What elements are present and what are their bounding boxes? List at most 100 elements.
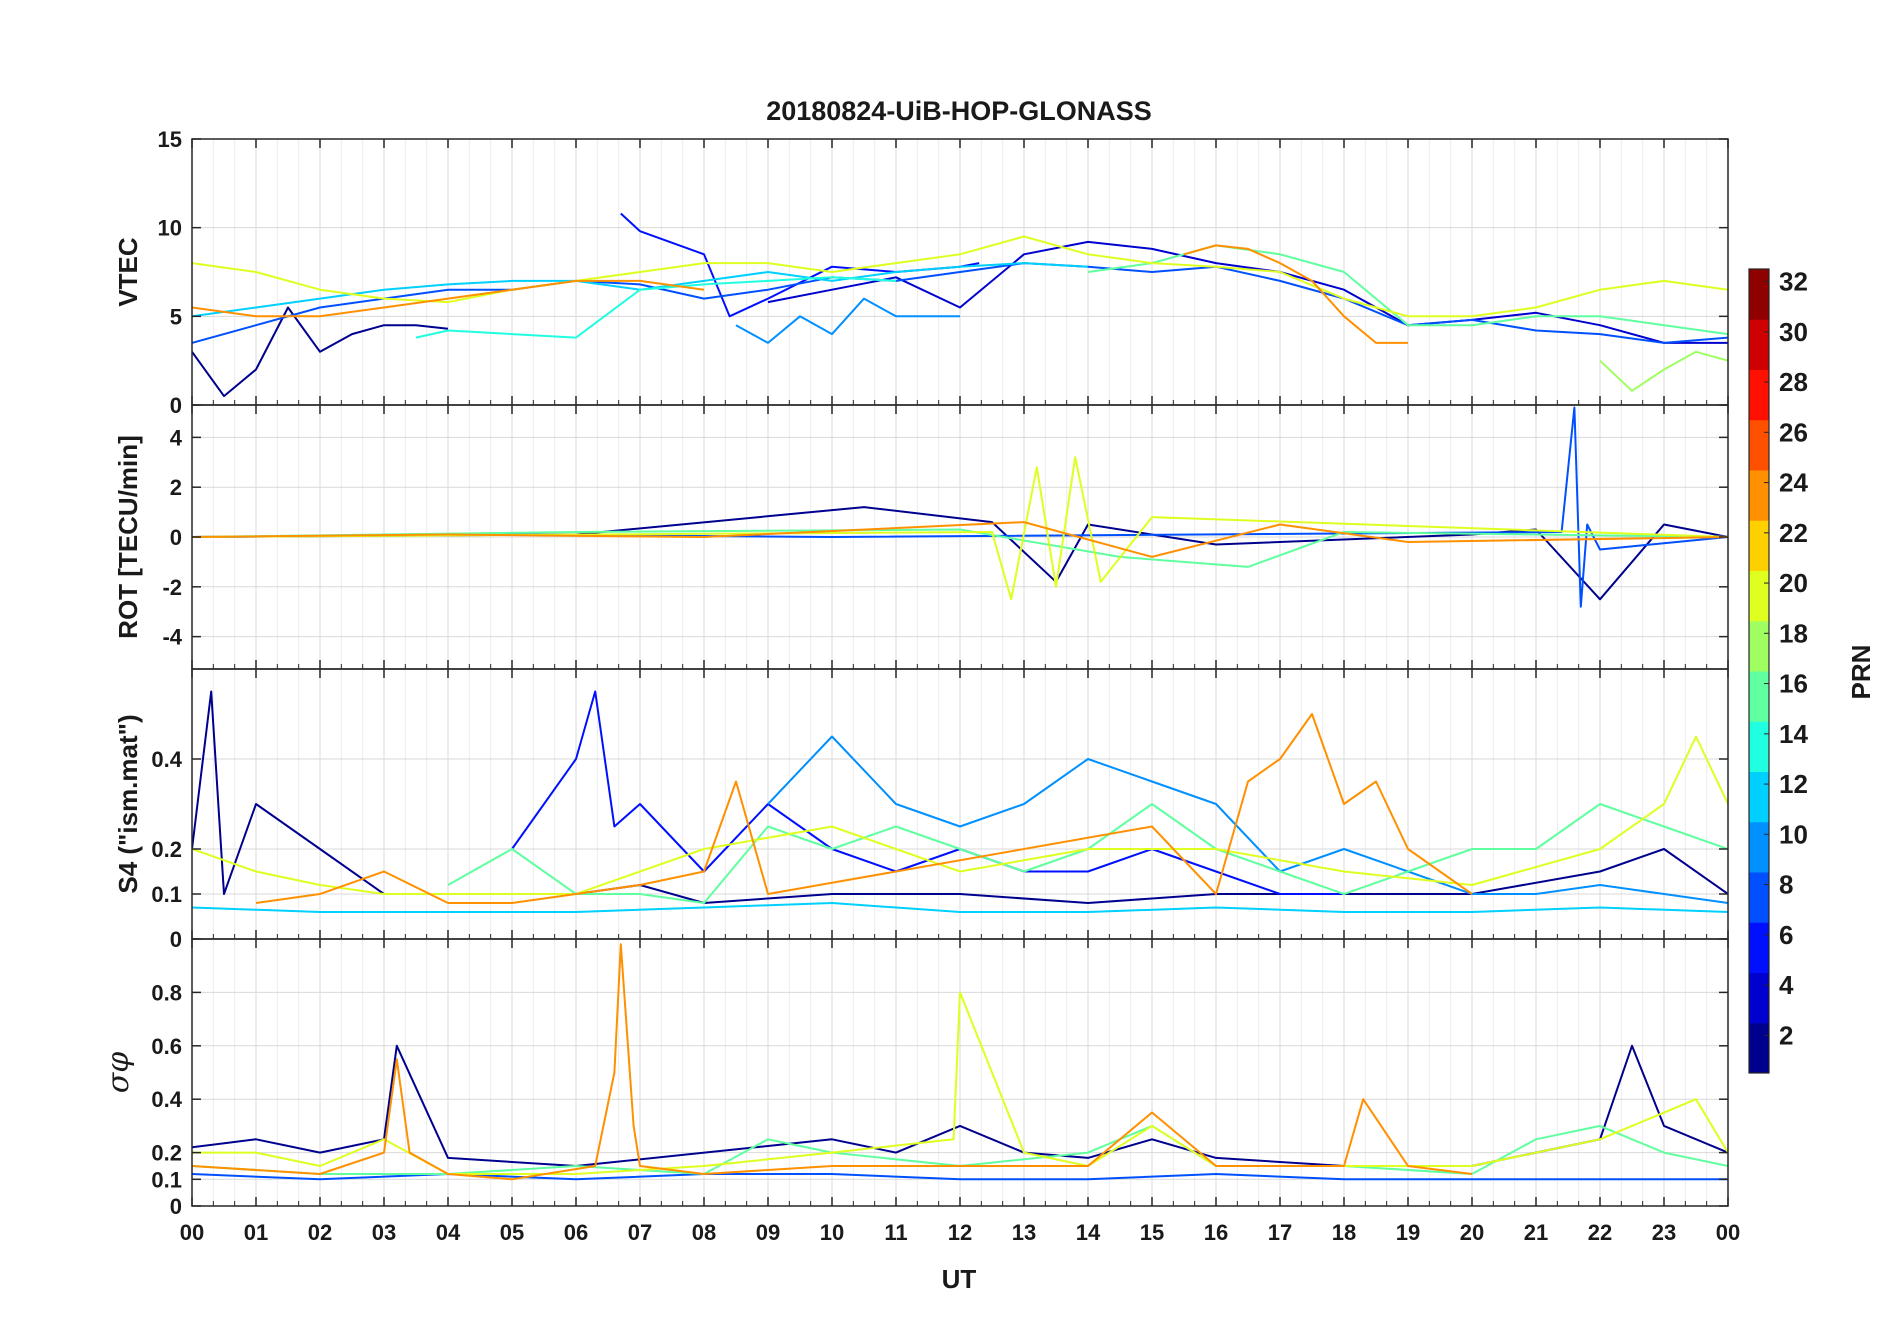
colorbar-segment bbox=[1749, 269, 1769, 320]
colorbar-tick-label: 16 bbox=[1779, 669, 1808, 699]
y-tick-label: 0 bbox=[170, 525, 182, 550]
x-tick-label: 13 bbox=[1012, 1220, 1036, 1245]
panel-4: 00.10.2 0.4 0.6 0.8 σφ 00 01 02 03 04 05 06 07 08 09 10… bbox=[101, 938, 1740, 1245]
y-tick-label: 0 bbox=[170, 393, 182, 418]
x-tick-label: 21 bbox=[1524, 1220, 1548, 1245]
series-prn-9 bbox=[767, 735, 1728, 904]
colorbar-segment bbox=[1749, 369, 1769, 421]
colorbar-segment bbox=[1749, 671, 1769, 722]
y-tick-label: 0 bbox=[170, 1194, 182, 1219]
y-tick-label: 15 bbox=[158, 127, 182, 152]
x-tick-label: 09 bbox=[756, 1220, 780, 1245]
colorbar-tick-label: 24 bbox=[1779, 468, 1808, 498]
series-prn-24 bbox=[192, 521, 1728, 558]
x-tick-label: 01 bbox=[244, 1220, 268, 1245]
y-tick-label: 10 bbox=[158, 216, 182, 241]
series-prn-3 bbox=[767, 240, 1728, 344]
colorbar-tick-label: 22 bbox=[1779, 518, 1808, 548]
series-prn-24 bbox=[192, 943, 1473, 1181]
series-prn-6 bbox=[620, 212, 980, 318]
series-prn-20 bbox=[192, 991, 1728, 1175]
panel-3: 0 0.1 0.2 0.4 S4 ("ism.mat") bbox=[113, 668, 1729, 952]
x-tick-label: 05 bbox=[500, 1220, 524, 1245]
colorbar-frame bbox=[1748, 268, 1770, 1074]
colorbar-tick-label: 10 bbox=[1779, 819, 1808, 849]
colorbar-segment bbox=[1749, 620, 1769, 672]
series-prn-20 bbox=[192, 235, 1728, 318]
series-prn-18 bbox=[1599, 350, 1728, 392]
y-tick-label: 0.6 bbox=[151, 1034, 182, 1059]
x-tick-label: 04 bbox=[436, 1220, 461, 1245]
y-tick-label: 0.4 bbox=[151, 747, 182, 772]
panel-1: 0 5 10 15 VTEC bbox=[113, 127, 1729, 418]
series-group bbox=[192, 690, 1728, 913]
colorbar-label: PRN bbox=[1846, 645, 1876, 700]
y-axis-label: σφ bbox=[101, 1052, 136, 1093]
x-tick-label: 12 bbox=[948, 1220, 972, 1245]
colorbar-tick-label: 2 bbox=[1779, 1020, 1793, 1050]
x-tick-label: 06 bbox=[564, 1220, 588, 1245]
x-tick-label: 07 bbox=[628, 1220, 652, 1245]
colorbar-tick-label: 28 bbox=[1779, 367, 1808, 397]
y-tick-label: 4 bbox=[170, 425, 183, 450]
y-tick-label: -4 bbox=[162, 625, 182, 650]
x-axis-label: UT bbox=[942, 1264, 977, 1294]
colorbar-segment bbox=[1749, 872, 1769, 923]
y-tick-label: 0.1 bbox=[151, 1167, 182, 1192]
y-tick-label: 0.1 bbox=[151, 882, 182, 907]
x-tick-label: 16 bbox=[1204, 1220, 1228, 1245]
series-prn-12 bbox=[192, 902, 1728, 913]
x-tick-label: 19 bbox=[1396, 1220, 1420, 1245]
x-tick-label: 02 bbox=[308, 1220, 332, 1245]
y-axis-label: S4 ("ism.mat") bbox=[113, 714, 143, 893]
x-tick-label: 14 bbox=[1076, 1220, 1101, 1245]
y-tick-label: -2 bbox=[162, 575, 182, 600]
colorbar-segment bbox=[1749, 470, 1769, 521]
colorbar-segment bbox=[1749, 821, 1769, 873]
series-group bbox=[192, 943, 1728, 1181]
colorbar-segment bbox=[1749, 319, 1769, 370]
series-prn-8 bbox=[192, 262, 1728, 344]
colorbar-segment bbox=[1749, 922, 1769, 973]
x-tick-label: 00 bbox=[1716, 1220, 1740, 1245]
colorbar-tick-label: 26 bbox=[1779, 417, 1808, 447]
colorbar-tick-label: 6 bbox=[1779, 920, 1793, 950]
series-prn-5 bbox=[511, 690, 1344, 895]
y-tick-label: 0.2 bbox=[151, 837, 182, 862]
colorbar-tick-label: 4 bbox=[1779, 970, 1794, 1000]
x-tick-label: 22 bbox=[1588, 1220, 1612, 1245]
colorbar-tick-label: 32 bbox=[1779, 267, 1808, 297]
colorbar-tick-label: 18 bbox=[1779, 618, 1808, 648]
x-tick-label: 23 bbox=[1652, 1220, 1676, 1245]
series-prn-20 bbox=[192, 735, 1728, 895]
x-tick-label: 17 bbox=[1268, 1220, 1292, 1245]
series-prn-2 bbox=[192, 306, 449, 398]
colorbar-segment bbox=[1749, 972, 1769, 1024]
x-tick-label: 18 bbox=[1332, 1220, 1356, 1245]
x-tick-label: 08 bbox=[692, 1220, 716, 1245]
colorbar-tick-label: 12 bbox=[1779, 769, 1808, 799]
x-tick-label: 10 bbox=[820, 1220, 844, 1245]
series-group bbox=[192, 406, 1728, 608]
x-tick-label: 15 bbox=[1140, 1220, 1164, 1245]
series-prn-20 bbox=[192, 456, 1728, 601]
y-tick-label: 2 bbox=[170, 475, 182, 500]
series-prn-24 bbox=[1183, 244, 1408, 344]
y-axis-label: VTEC bbox=[113, 237, 143, 307]
colorbar-tick-label: 8 bbox=[1779, 870, 1793, 900]
series-group bbox=[192, 212, 1728, 398]
series-prn-14 bbox=[415, 276, 897, 339]
x-tick-label: 11 bbox=[884, 1220, 907, 1245]
x-tick-label: 03 bbox=[372, 1220, 396, 1245]
colorbar-segment bbox=[1749, 419, 1769, 471]
series-prn-2 bbox=[192, 690, 1728, 904]
colorbar-tick-label: 20 bbox=[1779, 568, 1808, 598]
colorbar-segment bbox=[1749, 520, 1769, 571]
panel-2: -4 -2 0 2 4 ROT [TECU/min] bbox=[113, 404, 1729, 670]
y-tick-label: 5 bbox=[170, 304, 182, 329]
y-tick-label: 0.4 bbox=[151, 1087, 182, 1112]
series-prn-24 bbox=[255, 713, 1473, 904]
colorbar-tick-label: 30 bbox=[1779, 317, 1808, 347]
x-tick-label: 20 bbox=[1460, 1220, 1484, 1245]
